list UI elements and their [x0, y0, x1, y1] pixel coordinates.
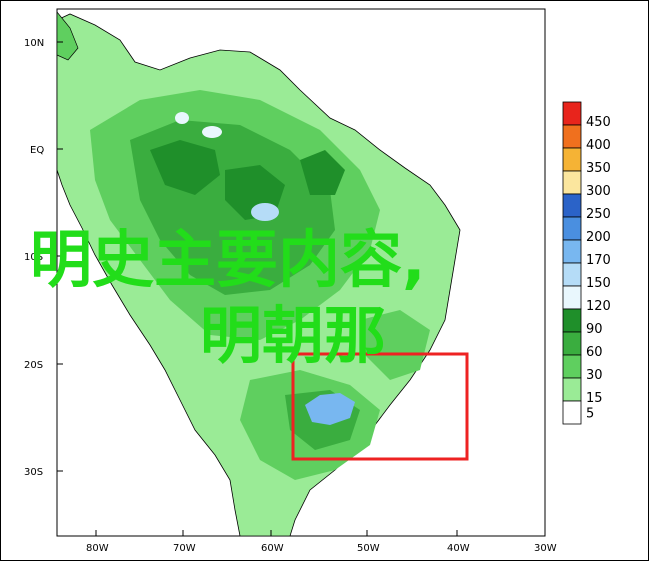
legend-swatch-450: [562, 101, 582, 126]
lat-label-10s: 10S: [24, 252, 43, 263]
precip-spot-blue: [305, 393, 355, 425]
legend-swatch-120: [562, 285, 582, 310]
legend-label-120: 120: [586, 299, 611, 314]
legend-swatch-15: [562, 377, 582, 402]
longitude-axis: 80W 70W 60W 50W 40W 30W: [86, 530, 557, 554]
legend-swatch-250: [562, 193, 582, 218]
legend-label-170: 170: [586, 253, 611, 268]
legend-swatch-300: [562, 170, 582, 195]
legend-label-150: 150: [586, 276, 611, 291]
color-legend: 450 400 350 300 250 200 170 150 120 90 60 30 155: [562, 101, 611, 425]
precip-zone-90-c: [300, 150, 345, 195]
legend-swatch-60: [562, 331, 582, 356]
legend-swatch-400: [562, 124, 582, 149]
legend-swatch-5: [562, 400, 582, 425]
precip-spot-120: [175, 112, 189, 124]
legend-label-15: 15: [586, 391, 603, 406]
lon-label-80w: 80W: [86, 543, 109, 554]
legend-swatch-170: [562, 239, 582, 264]
central-america: [56, 11, 79, 61]
lat-label-10n: 10N: [24, 38, 44, 49]
lat-label-eq: EQ: [30, 145, 44, 156]
legend-label-60: 60: [586, 345, 603, 360]
legend-label-250: 250: [586, 207, 611, 222]
lon-label-70w: 70W: [173, 543, 196, 554]
legend-swatch-30: [562, 354, 582, 379]
legend-label-5: 5: [586, 407, 594, 422]
lat-label-30s: 30S: [24, 467, 43, 478]
legend-swatch-200: [562, 216, 582, 241]
legend-label-350: 350: [586, 161, 611, 176]
precip-zone-east-30: [360, 310, 430, 380]
lat-label-20s: 20S: [24, 360, 43, 371]
legend-label-400: 400: [586, 138, 611, 153]
legend-label-200: 200: [586, 230, 611, 245]
lon-label-50w: 50W: [357, 543, 380, 554]
overlay-title-line2: 明朝那: [200, 299, 386, 372]
highlight-box: [291, 352, 469, 461]
legend-label-90: 90: [586, 322, 603, 337]
precip-spot-120-b: [202, 126, 222, 138]
lon-label-30w: 30W: [534, 543, 557, 554]
legend-swatch-150: [562, 262, 582, 287]
overlay-title-line1: 明史主要内容,: [30, 223, 426, 296]
precip-zone-90: [150, 140, 220, 195]
legend-swatch-350: [562, 147, 582, 172]
legend-label-450: 450: [586, 115, 611, 130]
legend-label-300: 300: [586, 184, 611, 199]
latitude-axis: 10N EQ 10S 20S 30S: [24, 38, 63, 478]
lon-label-60w: 60W: [261, 543, 284, 554]
legend-label-30: 30: [586, 368, 603, 383]
lon-label-40w: 40W: [447, 543, 470, 554]
precip-spot-150: [251, 203, 279, 221]
plot-area: [56, 8, 546, 537]
legend-swatch-90: [562, 308, 582, 333]
